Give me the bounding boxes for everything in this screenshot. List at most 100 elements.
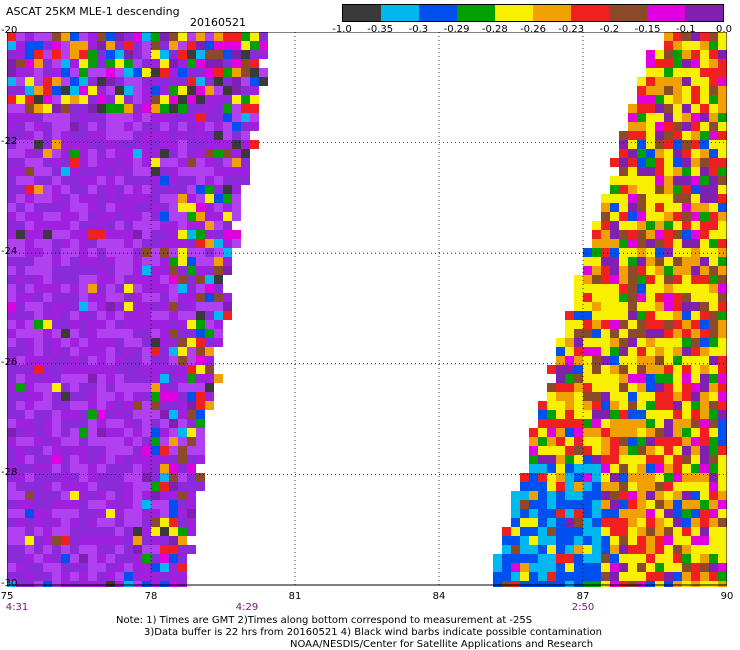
data-cell — [196, 275, 205, 284]
data-cell — [7, 248, 16, 257]
data-cell — [52, 86, 61, 95]
data-cell — [556, 536, 565, 545]
data-cell — [673, 203, 682, 212]
data-cell — [655, 68, 664, 77]
data-cell — [97, 338, 106, 347]
data-cell — [673, 554, 682, 563]
data-cell — [619, 518, 628, 527]
data-cell — [52, 545, 61, 554]
data-cell — [556, 383, 565, 392]
data-cell — [70, 347, 79, 356]
data-cell — [151, 203, 160, 212]
data-cell — [52, 131, 61, 140]
data-cell — [124, 95, 133, 104]
data-cell — [700, 176, 709, 185]
data-cell — [574, 473, 583, 482]
data-cell — [241, 59, 250, 68]
data-cell — [160, 50, 169, 59]
data-cell — [115, 365, 124, 374]
data-cell — [52, 158, 61, 167]
data-cell — [16, 518, 25, 527]
data-cells — [7, 32, 727, 587]
data-cell — [160, 437, 169, 446]
data-cell — [709, 419, 718, 428]
data-cell — [187, 194, 196, 203]
data-cell — [25, 581, 34, 587]
data-cell — [583, 545, 592, 554]
data-cell — [25, 500, 34, 509]
data-cell — [124, 257, 133, 266]
data-cell — [160, 482, 169, 491]
data-cell — [547, 446, 556, 455]
data-cell — [124, 140, 133, 149]
data-cell — [565, 482, 574, 491]
data-cell — [709, 536, 718, 545]
data-cell — [718, 428, 727, 437]
data-cell — [646, 356, 655, 365]
data-cell — [106, 473, 115, 482]
data-cell — [124, 77, 133, 86]
data-cell — [97, 446, 106, 455]
data-cell — [664, 536, 673, 545]
data-cell — [637, 410, 646, 419]
data-cell — [619, 320, 628, 329]
data-cell — [79, 347, 88, 356]
data-cell — [151, 455, 160, 464]
data-cell — [610, 545, 619, 554]
data-cell — [169, 509, 178, 518]
data-cell — [718, 122, 727, 131]
data-cell — [106, 500, 115, 509]
data-cell — [142, 104, 151, 113]
data-cell — [592, 410, 601, 419]
data-cell — [79, 446, 88, 455]
data-cell — [7, 32, 16, 41]
data-cell — [7, 329, 16, 338]
data-cell — [151, 428, 160, 437]
data-cell — [124, 554, 133, 563]
data-cell — [88, 50, 97, 59]
data-cell — [142, 167, 151, 176]
data-cell — [655, 104, 664, 113]
data-cell — [646, 140, 655, 149]
colorbar-label: -0.3 — [408, 24, 429, 35]
data-cell — [52, 455, 61, 464]
data-cell — [673, 293, 682, 302]
data-cell — [178, 122, 187, 131]
data-cell — [61, 581, 70, 587]
data-cell — [655, 518, 664, 527]
data-cell — [619, 554, 628, 563]
data-cell — [97, 104, 106, 113]
data-cell — [187, 257, 196, 266]
data-cell — [142, 410, 151, 419]
data-cell — [7, 554, 16, 563]
data-cell — [529, 482, 538, 491]
data-cell — [61, 167, 70, 176]
data-cell — [16, 95, 25, 104]
data-cell — [169, 194, 178, 203]
data-cell — [142, 536, 151, 545]
data-cell — [223, 140, 232, 149]
data-cell — [565, 500, 574, 509]
data-cell — [664, 518, 673, 527]
data-cell — [682, 266, 691, 275]
data-cell — [664, 113, 673, 122]
data-cell — [133, 50, 142, 59]
data-cell — [34, 176, 43, 185]
data-cell — [718, 32, 727, 41]
data-cell — [493, 581, 502, 587]
data-cell — [655, 536, 664, 545]
data-cell — [664, 365, 673, 374]
data-cell — [151, 374, 160, 383]
data-cell — [664, 446, 673, 455]
data-cell — [646, 374, 655, 383]
data-cell — [160, 509, 169, 518]
data-cell — [16, 338, 25, 347]
data-cell — [646, 230, 655, 239]
data-cell — [187, 185, 196, 194]
data-cell — [673, 491, 682, 500]
data-cell — [16, 383, 25, 392]
data-cell — [70, 428, 79, 437]
data-cell — [196, 311, 205, 320]
data-cell — [718, 518, 727, 527]
data-cell — [16, 482, 25, 491]
